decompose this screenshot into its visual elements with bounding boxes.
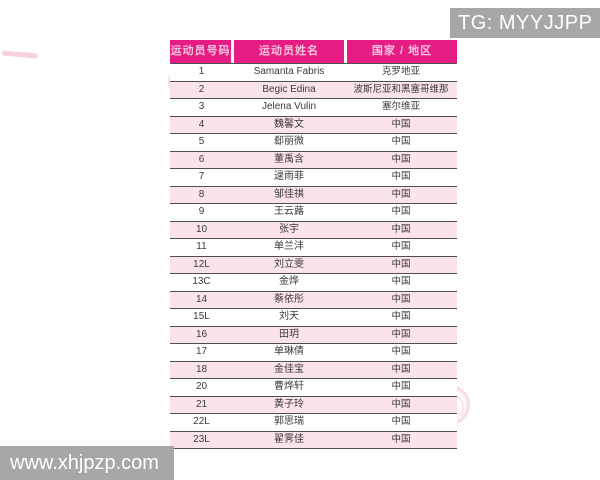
cell-number: 21 (195, 398, 208, 410)
cell-number: 18 (195, 363, 208, 375)
cell-number: 5 (198, 136, 205, 148)
column-header-athlete-name: 运动员姓名 (234, 40, 344, 63)
table-row: 4 魏馨文 中国 (170, 115, 457, 133)
cell-name: 单琳倩 (274, 346, 304, 358)
cell-name: Begic Edina (262, 83, 316, 95)
cell-name: 郭思瑞 (274, 416, 304, 428)
cell-name: 蔡依彤 (274, 293, 304, 305)
table-row: 7 逯雨菲 中国 (170, 168, 457, 186)
cell-number: 10 (195, 223, 208, 235)
table-row: 13C 金烨 中国 (170, 273, 457, 291)
cell-name: 田玥 (279, 328, 299, 340)
table-row: 15L 刘天 中国 (170, 308, 457, 326)
cell-name: 单兰沣 (274, 241, 304, 253)
cell-number: 11 (196, 241, 207, 253)
cell-name: 魏馨文 (274, 118, 304, 130)
table-row: 2 Begic Edina 波斯尼亚和黑塞哥维那 (170, 80, 457, 98)
table-row: 8 邹佳祺 中国 (170, 185, 457, 203)
athlete-roster-table: 运动员号码 运动员姓名 国家 / 地区 1 Samanta Fabris 克罗地亚 2… (170, 40, 457, 449)
cell-number: 20 (195, 381, 208, 393)
cell-name: 逯雨菲 (274, 171, 304, 183)
cell-country: 中国 (391, 311, 411, 323)
column-header-athlete-number: 运动员号码 (170, 40, 231, 63)
cell-country: 中国 (391, 136, 411, 148)
cell-number: 4 (198, 118, 205, 130)
cell-number: 7 (198, 171, 205, 183)
cell-country: 中国 (391, 188, 411, 200)
cell-name: 曹烨轩 (274, 381, 304, 393)
table-row: 1 Samanta Fabris 克罗地亚 (170, 63, 457, 81)
cell-number: 2 (198, 83, 205, 95)
cell-name: 董禹含 (274, 153, 304, 165)
cell-name: 金佳宝 (274, 363, 304, 375)
column-header-country-region: 国家 / 地区 (347, 40, 457, 63)
cell-country: 中国 (391, 118, 411, 130)
cell-country: 波斯尼亚和黑塞哥维那 (353, 83, 449, 95)
cell-number: 8 (198, 188, 205, 200)
cell-country: 中国 (391, 171, 411, 183)
cell-name: Jelena Vulin (261, 101, 317, 113)
table-row: 6 董禹含 中国 (170, 150, 457, 168)
table-row: 20 曹烨轩 中国 (170, 378, 457, 396)
table-row: 23L 翟霁佳 中国 (170, 430, 457, 448)
table-row: 21 黄子玲 中国 (170, 395, 457, 413)
cell-country: 中国 (391, 276, 411, 288)
cell-country: 塞尔维亚 (381, 101, 420, 113)
table-row: 17 单琳倩 中国 (170, 343, 457, 361)
cell-number: 14 (195, 293, 208, 305)
cell-number: 23L (193, 433, 210, 445)
cell-name: 刘天 (279, 311, 299, 323)
cell-country: 中国 (391, 416, 411, 428)
cell-number: 9 (198, 206, 205, 218)
cell-country: 中国 (391, 223, 411, 235)
table-row: 18 金佳宝 中国 (170, 360, 457, 378)
website-watermark-label: www.xhjpzp.com (0, 446, 174, 480)
table-row: 10 张宇 中国 (170, 220, 457, 238)
cell-country: 中国 (391, 153, 411, 165)
cell-country: 中国 (391, 346, 411, 358)
table-row: 12L 刘立雯 中国 (170, 255, 457, 273)
cell-country: 中国 (391, 293, 411, 305)
table-row: 3 Jelena Vulin 塞尔维亚 (170, 98, 457, 116)
cell-number: 15L (193, 311, 210, 323)
cell-country: 克罗地亚 (381, 66, 420, 78)
cell-country: 中国 (391, 206, 411, 218)
cell-number: 17 (195, 346, 208, 358)
table-row: 14 蔡依彤 中国 (170, 290, 457, 308)
cell-name: 翟霁佳 (274, 433, 304, 445)
cell-name: 张宇 (279, 223, 299, 235)
cell-number: 13C (192, 276, 211, 288)
table-row: 5 郄丽微 中国 (170, 133, 457, 151)
watermark-scribble (1, 50, 39, 59)
cell-name: 金烨 (279, 276, 299, 288)
cell-number: 6 (198, 153, 205, 165)
cell-country: 中国 (391, 381, 411, 393)
cell-country: 中国 (391, 241, 411, 253)
table-header-row: 运动员号码 运动员姓名 国家 / 地区 (170, 40, 457, 63)
table-body: 1 Samanta Fabris 克罗地亚 2 Begic Edina 波斯尼亚和黑塞哥维… (170, 63, 457, 449)
table-row: 9 王云蕗 中国 (170, 203, 457, 221)
cell-number: 22L (193, 416, 210, 428)
cell-country: 中国 (391, 363, 411, 375)
cell-country: 中国 (391, 328, 411, 340)
telegram-watermark-text: TG: MYYJJPP (458, 11, 593, 34)
table-row: 16 田玥 中国 (170, 325, 457, 343)
cell-country: 中国 (391, 258, 411, 270)
cell-number: 1 (198, 66, 205, 78)
cell-name: 郄丽微 (274, 136, 304, 148)
cell-name: 邹佳祺 (274, 188, 304, 200)
website-watermark-text: www.xhjpzp.com (10, 451, 159, 474)
cell-country: 中国 (391, 433, 411, 445)
table-row: 22L 郭思瑞 中国 (170, 413, 457, 431)
cell-number: 16 (195, 328, 208, 340)
table-row: 11 单兰沣 中国 (170, 238, 457, 256)
cell-name: 刘立雯 (274, 258, 304, 270)
cell-name: 王云蕗 (274, 206, 304, 218)
cell-country: 中国 (391, 398, 411, 410)
cell-number: 12L (193, 258, 210, 270)
cell-name: 黄子玲 (274, 398, 304, 410)
cell-name: Samanta Fabris (253, 66, 325, 78)
telegram-watermark-label: TG: MYYJJPP (450, 8, 600, 38)
cell-number: 3 (198, 101, 205, 113)
